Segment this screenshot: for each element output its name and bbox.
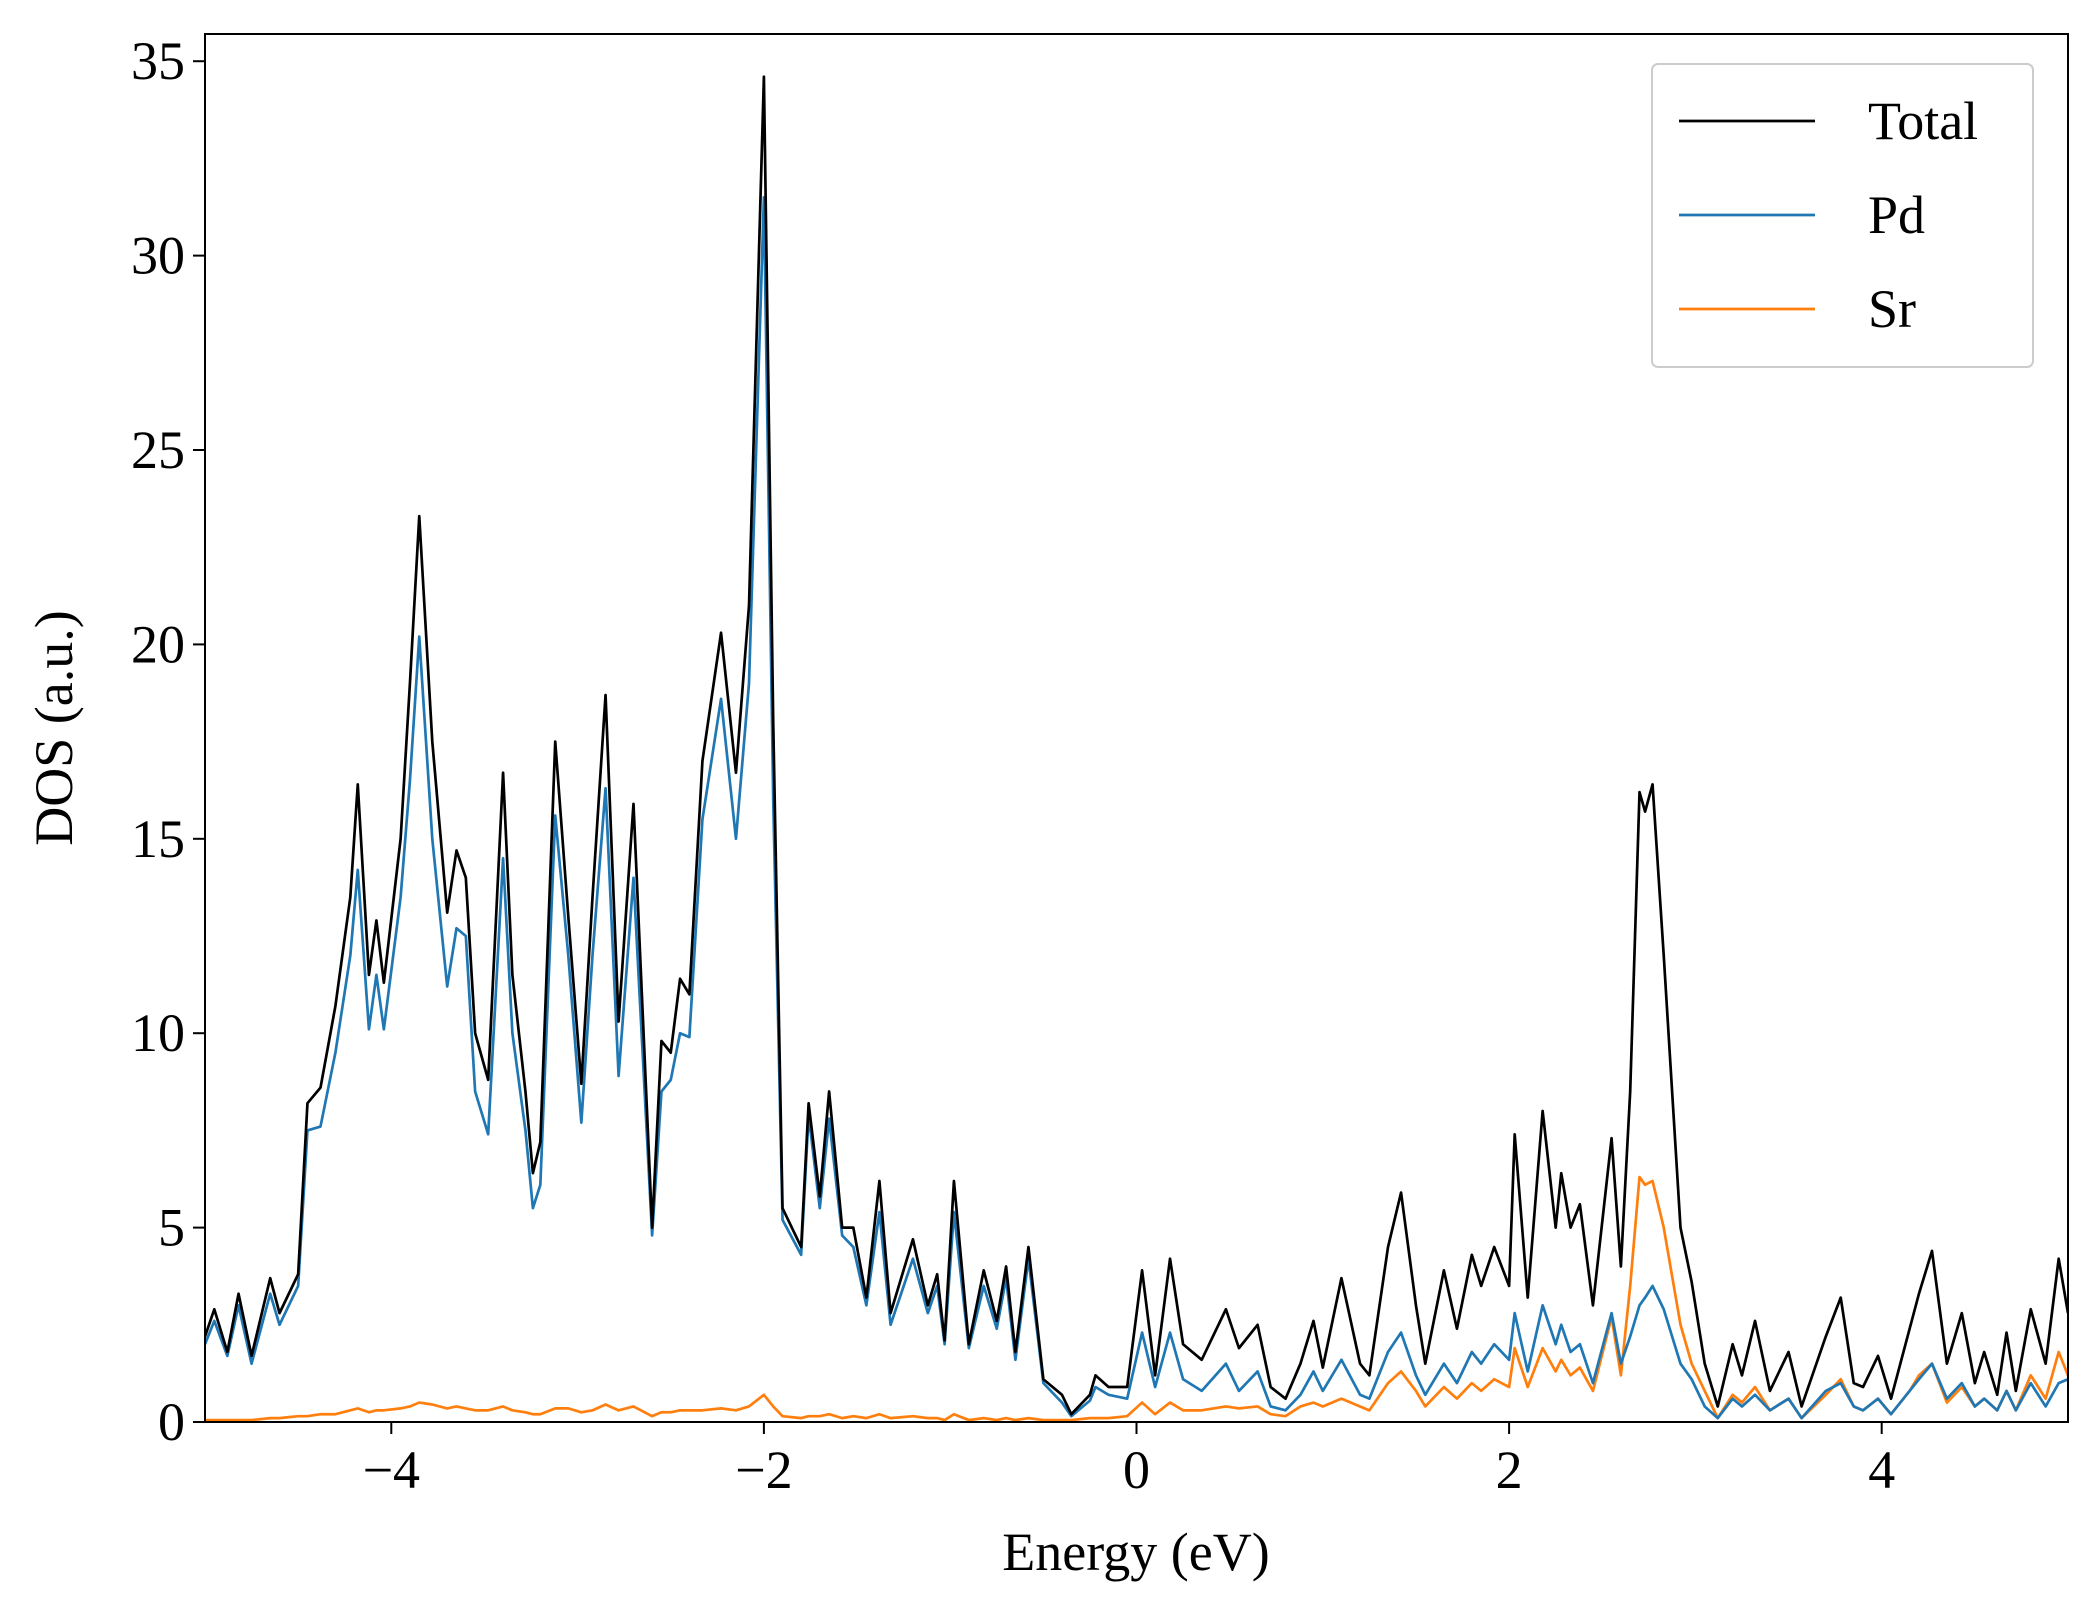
x-tick-label: −4 — [363, 1440, 420, 1500]
y-tick-label: 0 — [158, 1392, 185, 1452]
x-tick-label: 0 — [1123, 1440, 1150, 1500]
legend-label: Sr — [1868, 279, 1916, 339]
x-tick-label: 2 — [1496, 1440, 1523, 1500]
series-line — [205, 75, 2068, 1416]
y-tick-label: 5 — [158, 1198, 185, 1258]
y-tick-label: 20 — [131, 614, 185, 674]
series-line — [205, 1175, 2068, 1422]
series-line — [205, 195, 2068, 1420]
legend-label: Total — [1868, 91, 1978, 151]
y-tick-label: 35 — [131, 31, 185, 91]
y-tick-label: 10 — [131, 1003, 185, 1063]
x-axis-label: Energy (eV) — [1002, 1522, 1269, 1582]
y-tick-label: 30 — [131, 226, 185, 286]
axes-frame — [204, 33, 2069, 1423]
legend-label: Pd — [1868, 185, 1925, 245]
x-tick-label: 4 — [1868, 1440, 1895, 1500]
x-tick-label: −2 — [735, 1440, 792, 1500]
legend-box — [1651, 63, 2034, 368]
y-axis-label: DOS (a.u.) — [24, 610, 84, 845]
y-tick-label: 15 — [131, 809, 185, 869]
y-tick-label: 25 — [131, 420, 185, 480]
